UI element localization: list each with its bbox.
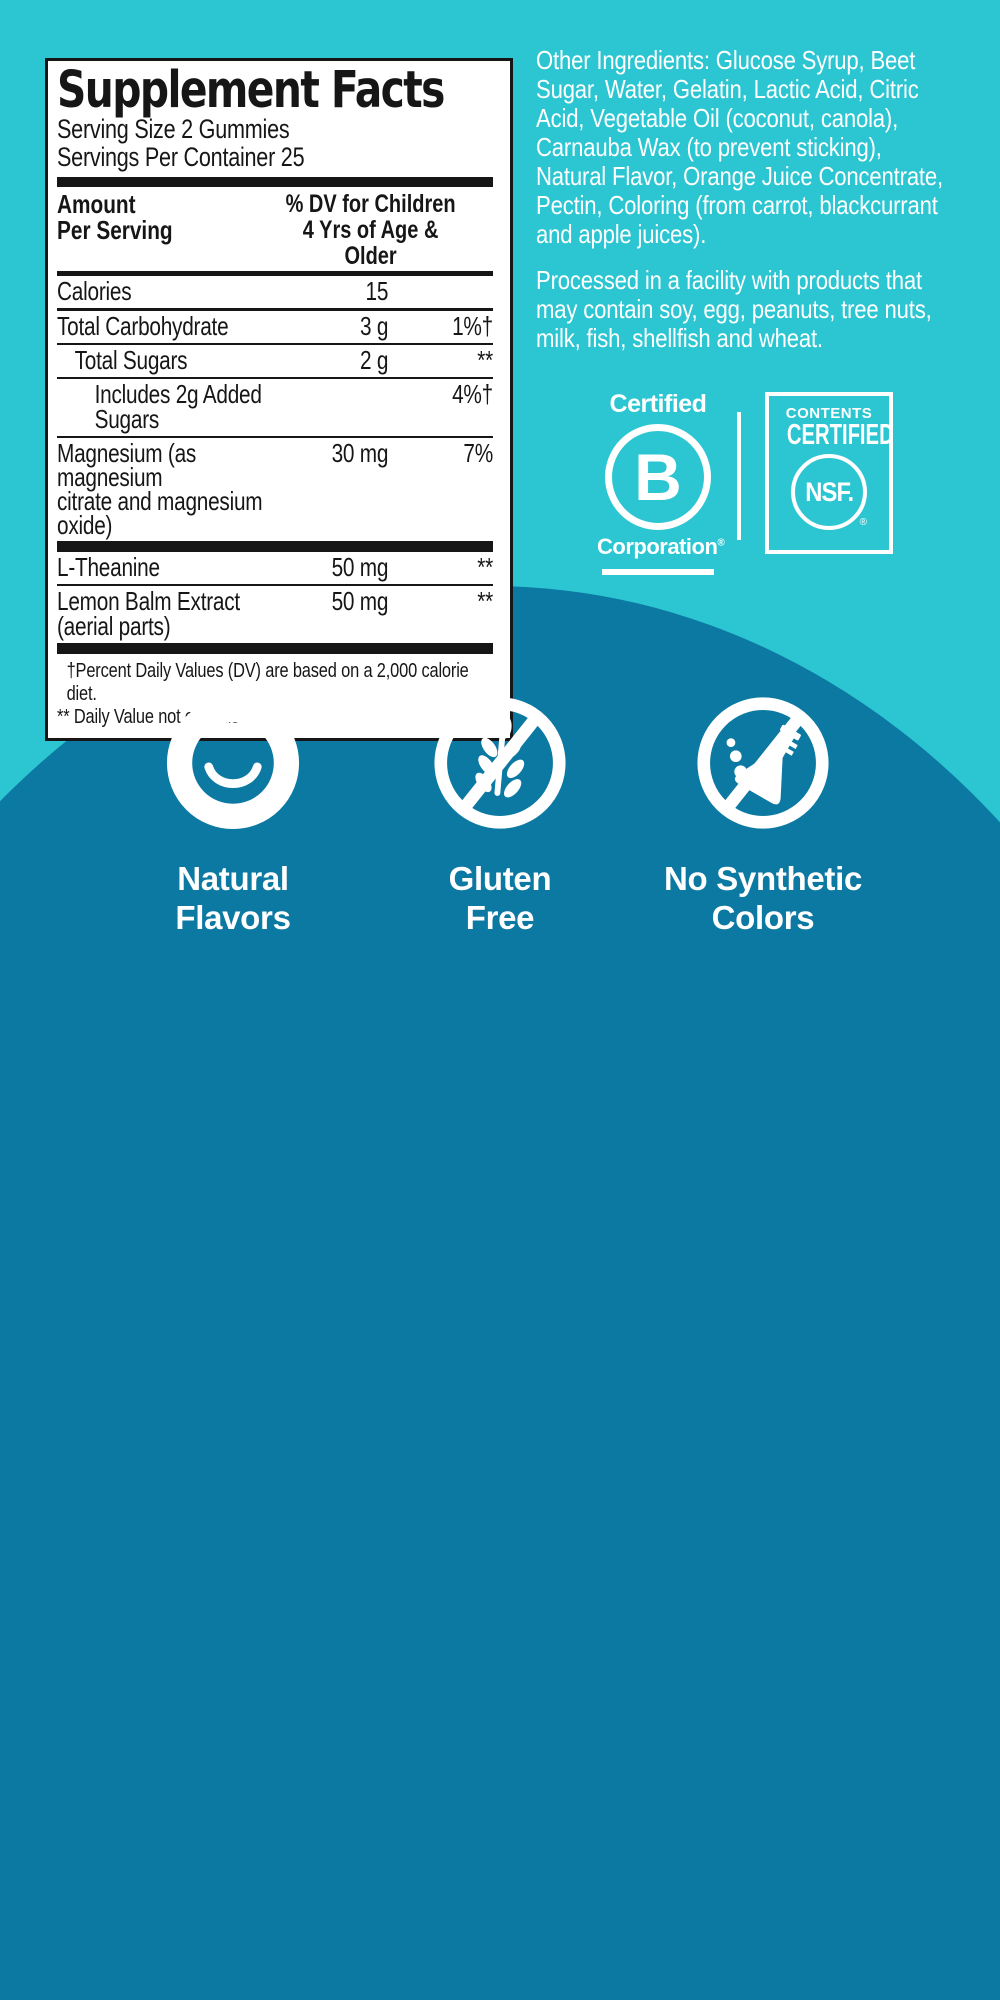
smiley-face-icon — [166, 696, 300, 830]
nsf-contents-label: CONTENTS — [785, 405, 873, 422]
badge-no-synthetic-colors: No Synthetic Colors — [653, 695, 873, 937]
crossed-wheat-icon — [434, 697, 566, 829]
other-ingredients-paragraph: Other Ingredients: Glucose Syrup, Beet S… — [536, 46, 981, 249]
text-line: Pectin, Coloring (from carrot, blackcurr… — [536, 190, 938, 220]
separator-bar — [57, 643, 493, 654]
nsf-logo: CONTENTS CERTIFIED NSF. ® — [765, 392, 894, 554]
text-line: Sugar, Water, Gelatin, Lactic Acid, Citr… — [536, 74, 919, 104]
registered-mark: ® — [717, 537, 725, 549]
table-row-magnesium: Magnesium (as magnesium citrate and magn… — [57, 438, 493, 541]
table-row-added-sugars: Includes 2g Added Sugars 4%† — [57, 379, 493, 438]
text-line: milk, fish, shellfish and wheat. — [536, 323, 823, 353]
nutrient-name: Total Carbohydrate — [57, 311, 229, 341]
table-row-total-sugars: Total Sugars 2 g ** — [57, 345, 493, 379]
text-line: Other Ingredients: Glucose Syrup, Beet — [536, 45, 916, 75]
badge-gluten-free: Gluten Free — [390, 695, 610, 937]
text-line: Natural Flavor, Orange Juice Concentrate… — [536, 161, 944, 191]
badge-label: No Synthetic Colors — [663, 860, 863, 936]
product-label-back-panel: { "colors": { "background_teal": "#2BC6D… — [0, 45, 1000, 2000]
nutrient-name: Magnesium (as magnesium citrate and magn… — [57, 438, 263, 540]
nutrient-amount: 50 mg — [331, 552, 389, 582]
serving-size: Serving Size 2 Gummies — [57, 114, 290, 144]
nutrient-dv: 7% — [463, 438, 493, 468]
text-line: Acid, Vegetable Oil (coconut, canola), — [536, 103, 899, 133]
nutrient-amount: 30 mg — [331, 438, 389, 468]
nutrient-amount: 50 mg — [331, 586, 389, 616]
nutrient-dv: 1%† — [452, 311, 493, 341]
text-line: may contain soy, egg, peanuts, tree nuts… — [536, 294, 932, 324]
nutrient-amount: 3 g — [360, 311, 389, 341]
nutrient-name: L-Theanine — [57, 552, 160, 582]
badge-label: Gluten Free — [448, 860, 552, 936]
daily-value-header: % DV for Children 4 Yrs of Age & Older — [285, 190, 456, 270]
text-line: Processed in a facility with products th… — [536, 265, 922, 295]
logo-divider — [737, 412, 741, 540]
badge-natural-flavors: Natural Flavors — [123, 695, 343, 937]
separator-bar — [57, 541, 493, 552]
nutrient-name: Includes 2g Added Sugars — [94, 379, 262, 434]
badge-label: Natural Flavors — [175, 860, 291, 936]
text-line: and apple juices). — [536, 219, 707, 249]
nutrient-dv: ** — [477, 586, 493, 616]
nutrient-name: Total Sugars — [74, 345, 188, 375]
separator-bar — [57, 177, 493, 187]
nutrient-dv: 4%† — [452, 379, 493, 409]
table-row-lemon-balm: Lemon Balm Extract (aerial parts) 50 mg … — [57, 586, 493, 643]
ingredients-column: Other Ingredients: Glucose Syrup, Beet S… — [536, 46, 981, 370]
nutrient-amount: 2 g — [360, 345, 389, 375]
b-corp-certified-label: Certified — [609, 390, 707, 418]
corporation-text: Corporation — [597, 534, 718, 559]
b-corp-corporation-label: Corporation® — [597, 534, 725, 560]
separator-bar — [57, 271, 493, 276]
nutrient-name: Lemon Balm Extract (aerial parts) — [57, 586, 240, 641]
text-line: Carnauba Wax (to prevent sticking), — [536, 132, 882, 162]
table-row-l-theanine: L-Theanine 50 mg ** — [57, 552, 493, 586]
b-corp-letter: B — [634, 440, 682, 514]
nsf-certified-label: CERTIFIED — [786, 418, 894, 451]
servings-per-container: Servings Per Container 25 — [57, 142, 305, 172]
footnote-daily-values: †Percent Daily Values (DV) are based on … — [66, 659, 469, 705]
supplement-facts-panel: Supplement Facts Serving Size 2 Gummies … — [45, 58, 513, 741]
nsf-seal-icon: NSF. ® — [791, 454, 867, 530]
registered-mark: ® — [859, 517, 867, 528]
b-corp-underline — [602, 569, 714, 575]
supplement-facts-title: Supplement Facts — [57, 61, 445, 120]
b-corp-circle-icon: B — [605, 424, 711, 530]
table-row-calories: Calories 15 — [57, 276, 493, 311]
nutrient-dv: ** — [477, 552, 493, 582]
nutrient-amount: 15 — [365, 276, 389, 306]
nutrient-dv: ** — [477, 345, 493, 375]
allergen-paragraph: Processed in a facility with products th… — [536, 266, 981, 353]
crossed-flask-icon — [697, 697, 829, 829]
amount-per-serving-header: Amount Per Serving — [57, 189, 173, 245]
nutrient-name: Calories — [57, 276, 132, 306]
nsf-seal-text: NSF. — [805, 476, 854, 507]
table-row-total-carbohydrate: Total Carbohydrate 3 g 1%† — [57, 311, 493, 345]
b-corp-logo: Certified B Corporation® — [597, 390, 725, 575]
table-header: Amount Per Serving % DV for Children 4 Y… — [57, 191, 503, 269]
